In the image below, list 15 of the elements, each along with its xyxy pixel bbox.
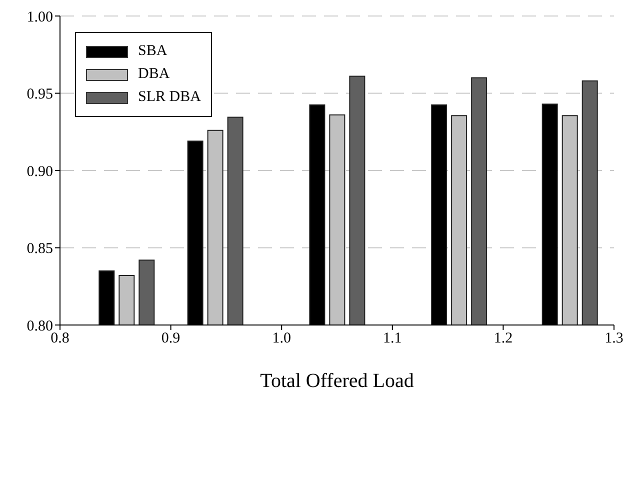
y-tick-label: 1.00 [26, 9, 53, 26]
x-tick-label: 1.3 [604, 330, 623, 347]
y-tick-label: 0.85 [26, 241, 53, 258]
y-tick-label: 0.90 [26, 164, 53, 180]
x-tick-label: 1.2 [494, 330, 513, 347]
legend-label: DBA [138, 66, 170, 83]
legend-label: SLR DBA [138, 89, 201, 106]
y-tick-label: 0.95 [26, 86, 53, 103]
x-tick-label: 1.0 [272, 330, 291, 347]
x-tick-label: 0.9 [161, 330, 180, 347]
legend-label: SBA [138, 43, 168, 60]
x-tick-label: 1.1 [383, 330, 402, 347]
x-tick-label: 0.8 [50, 330, 70, 347]
y-tick-label: 0.80 [26, 318, 53, 334]
x-axis-title: Total Offered Load [260, 370, 414, 392]
